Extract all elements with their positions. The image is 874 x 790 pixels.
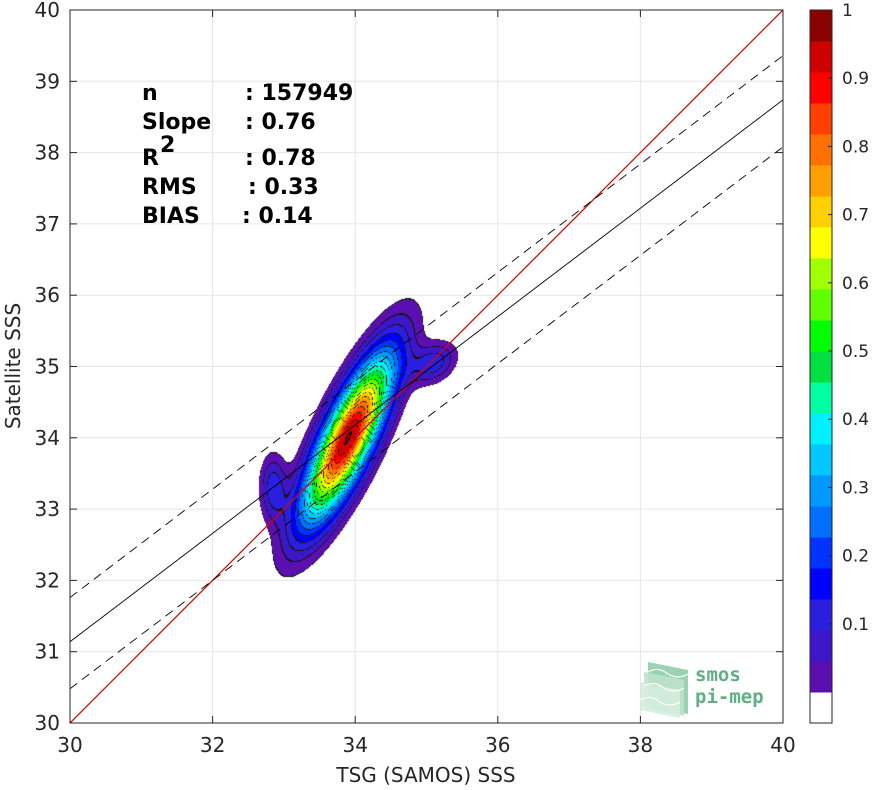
colorbar-swatch	[810, 382, 832, 414]
colorbar-frame	[809, 9, 833, 724]
colorbar-swatch	[810, 134, 832, 166]
colorbar-tick-label: 0.3	[842, 478, 869, 498]
x-tick-label: 30	[57, 733, 82, 757]
stat-value: : 0.76	[245, 110, 316, 135]
y-tick-label: 38	[35, 141, 60, 165]
stat-label: n	[142, 81, 158, 106]
colorbar-swatch	[810, 196, 832, 228]
colorbar-swatch	[810, 289, 832, 321]
colorbar-swatch	[810, 10, 832, 42]
smos-pi-mep-logo: smos pi-mep	[639, 662, 764, 718]
y-tick-label: 39	[35, 69, 60, 93]
colorbar-tick-label: 1	[842, 1, 853, 21]
colorbar-swatch	[810, 630, 832, 662]
logo-waves-icon	[639, 662, 689, 718]
colorbar-swatch	[810, 320, 832, 352]
colorbar-swatch	[810, 41, 832, 73]
stat-value: : 0.14	[242, 204, 313, 229]
colorbar-tick-label: 0.9	[842, 69, 869, 89]
colorbar-swatch	[810, 165, 832, 197]
colorbar-swatch	[810, 444, 832, 476]
colorbar-swatch	[810, 506, 832, 538]
line-regression	[70, 99, 783, 643]
y-axis: 30 31 32 33 34 35 36 37 38 39 40	[35, 0, 783, 735]
stat-label: RMS	[142, 175, 197, 200]
x-axis-label: TSG (SAMOS) SSS	[335, 763, 515, 787]
y-tick-label: 36	[35, 283, 60, 307]
y-tick-label: 33	[35, 497, 60, 521]
y-tick-label: 40	[35, 0, 60, 22]
colorbar-swatch	[810, 568, 832, 600]
colorbar-tick-label: 0.1	[842, 615, 869, 635]
colorbar-swatch	[810, 72, 832, 104]
colorbar-tick-label: 0.6	[842, 274, 869, 294]
y-axis-label: Satellite SSS	[1, 303, 25, 429]
x-tick-label: 40	[770, 733, 795, 757]
colorbar-swatch	[810, 599, 832, 631]
colorbar-swatch	[810, 692, 832, 724]
colorbar-swatch	[810, 413, 832, 445]
y-tick-label: 31	[35, 640, 60, 664]
x-tick-label: 36	[485, 733, 510, 757]
y-tick-label: 30	[35, 711, 60, 735]
colorbar-swatch	[810, 227, 832, 259]
x-tick-label: 34	[342, 733, 367, 757]
stat-value: : 0.33	[248, 175, 319, 200]
logo-text-pi-mep: pi-mep	[695, 686, 764, 708]
colorbar-swatch	[810, 351, 832, 383]
stat-label: Slope	[142, 110, 211, 135]
colorbar-tick-label: 0.4	[842, 410, 869, 430]
colorbar-tick-label: 0.5	[842, 342, 869, 362]
colorbar-tick-label: 0.8	[842, 137, 869, 157]
x-axis: 30 32 34 36 38 40	[57, 10, 796, 757]
y-tick-label: 37	[35, 212, 60, 236]
stats-box: n : 157949 Slope : 0.76 R2 : 0.78 RMS : 0.33 BIA…	[142, 81, 353, 229]
stat-label: R	[142, 146, 159, 171]
colorbar-swatch	[810, 258, 832, 290]
stat-superscript: 2	[160, 133, 175, 158]
colorbar-swatch	[810, 103, 832, 135]
colorbar: 0.1 0.2 0.3 0.4 0.5 0.6 0.7 0.8 0.9 1	[809, 1, 869, 724]
line-one-to-one	[70, 10, 783, 723]
colorbar-tick-label: 0.2	[842, 547, 869, 567]
stat-value: : 0.78	[245, 146, 316, 171]
colorbar-swatch	[810, 537, 832, 569]
colorbar-tick-label: 0.7	[842, 206, 869, 226]
stat-label: BIAS	[142, 204, 200, 229]
logo-text-smos: smos	[695, 664, 741, 686]
y-tick-label: 34	[35, 426, 60, 450]
colorbar-swatch	[810, 475, 832, 507]
reference-lines	[70, 10, 783, 723]
y-tick-label: 35	[35, 355, 60, 379]
y-tick-label: 32	[35, 568, 60, 592]
x-tick-label: 38	[628, 733, 653, 757]
stat-value: : 157949	[245, 81, 353, 106]
colorbar-swatch	[810, 661, 832, 693]
x-tick-label: 32	[200, 733, 225, 757]
